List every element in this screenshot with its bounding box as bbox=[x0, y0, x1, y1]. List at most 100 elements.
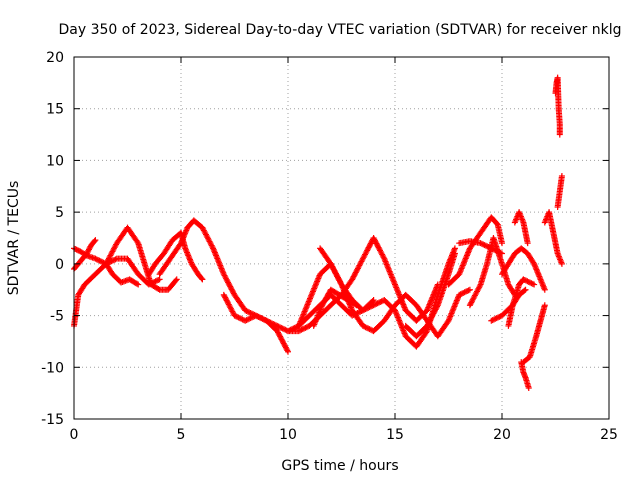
data-point bbox=[521, 287, 528, 294]
data-point bbox=[499, 240, 505, 247]
data-point bbox=[363, 324, 370, 331]
data-point bbox=[528, 280, 535, 287]
data-point bbox=[480, 241, 487, 248]
x-tick-label: 15 bbox=[386, 427, 404, 443]
data-point bbox=[254, 313, 261, 320]
data-point bbox=[458, 290, 465, 297]
x-axis-label: GPS time / hours bbox=[281, 458, 398, 474]
data-point bbox=[494, 314, 501, 321]
y-tick-label: 10 bbox=[46, 153, 64, 169]
data-point bbox=[242, 317, 249, 324]
data-point bbox=[558, 172, 565, 179]
data-point bbox=[489, 317, 496, 324]
data-point bbox=[466, 286, 473, 293]
data-point bbox=[457, 291, 464, 298]
data-point bbox=[499, 250, 505, 257]
data-points bbox=[71, 74, 565, 391]
x-tick-label: 5 bbox=[177, 427, 186, 443]
data-point bbox=[366, 326, 373, 333]
y-tick-label: -15 bbox=[41, 412, 64, 428]
data-point bbox=[247, 309, 254, 316]
data-point bbox=[232, 313, 239, 320]
y-tick-label: 5 bbox=[55, 205, 64, 221]
data-point bbox=[490, 246, 497, 253]
x-tick-label: 0 bbox=[70, 427, 79, 443]
data-point bbox=[235, 314, 242, 321]
data-point bbox=[92, 255, 99, 262]
data-point bbox=[303, 324, 310, 331]
data-point bbox=[155, 277, 162, 284]
data-point bbox=[355, 309, 362, 316]
data-point bbox=[530, 259, 537, 266]
data-point bbox=[492, 315, 499, 322]
data-point bbox=[375, 299, 382, 306]
data-point bbox=[135, 281, 142, 288]
data-point bbox=[524, 240, 531, 247]
data-point bbox=[365, 304, 372, 311]
chart-title: Day 350 of 2023, Sidereal Day-to-day VTE… bbox=[59, 22, 622, 38]
data-point bbox=[243, 317, 250, 324]
data-point bbox=[556, 131, 563, 138]
data-point bbox=[465, 287, 472, 294]
data-point bbox=[274, 322, 281, 329]
data-point bbox=[258, 315, 265, 322]
data-point bbox=[234, 313, 241, 320]
data-point bbox=[236, 315, 243, 322]
data-point bbox=[481, 242, 488, 249]
data-point bbox=[482, 242, 489, 249]
data-point bbox=[374, 300, 381, 307]
axis-ticks: 0 5 10 15 20 25 -15 -10 -5 0 5 10 15 20 bbox=[41, 50, 618, 443]
data-point bbox=[93, 256, 100, 263]
x-tick-label: 10 bbox=[279, 427, 297, 443]
y-tick-label: -5 bbox=[50, 309, 64, 325]
data-point bbox=[521, 277, 528, 284]
data-point bbox=[256, 314, 263, 321]
data-point bbox=[285, 348, 291, 355]
data-point bbox=[434, 303, 441, 310]
data-point bbox=[361, 323, 368, 330]
data-point bbox=[156, 276, 163, 283]
data-point bbox=[260, 316, 267, 323]
data-point bbox=[525, 278, 532, 285]
data-point bbox=[91, 238, 98, 245]
data-point bbox=[485, 244, 492, 251]
data-point bbox=[493, 315, 500, 322]
data-point bbox=[488, 245, 495, 252]
data-point bbox=[95, 256, 102, 263]
data-point bbox=[477, 240, 484, 247]
data-point bbox=[423, 329, 430, 336]
data-point bbox=[92, 237, 99, 244]
y-tick-label: 15 bbox=[46, 102, 64, 118]
data-point bbox=[451, 250, 458, 257]
data-point bbox=[558, 260, 565, 267]
y-tick-label: -10 bbox=[41, 360, 64, 376]
data-point bbox=[246, 309, 253, 316]
data-point bbox=[484, 243, 491, 250]
data-point bbox=[295, 328, 302, 335]
data-point bbox=[111, 256, 118, 263]
data-point bbox=[362, 306, 369, 313]
data-point bbox=[456, 291, 463, 298]
data-point bbox=[255, 313, 262, 320]
data-point bbox=[279, 325, 286, 332]
data-point bbox=[244, 308, 251, 315]
x-tick-label: 20 bbox=[493, 427, 511, 443]
data-point bbox=[280, 326, 287, 333]
data-point bbox=[133, 280, 140, 287]
data-point bbox=[301, 325, 308, 332]
data-point bbox=[276, 324, 283, 331]
data-point bbox=[275, 323, 282, 330]
data-point bbox=[363, 305, 370, 312]
data-point bbox=[541, 302, 548, 309]
x-tick-label: 25 bbox=[600, 427, 618, 443]
data-point bbox=[370, 302, 377, 309]
data-point bbox=[238, 315, 245, 322]
data-point bbox=[134, 238, 141, 245]
data-point bbox=[248, 314, 255, 321]
data-point bbox=[259, 315, 266, 322]
data-point bbox=[366, 304, 373, 311]
data-point bbox=[362, 324, 369, 331]
y-tick-label: 0 bbox=[55, 257, 64, 273]
data-point bbox=[380, 254, 387, 261]
data-point bbox=[244, 316, 251, 323]
